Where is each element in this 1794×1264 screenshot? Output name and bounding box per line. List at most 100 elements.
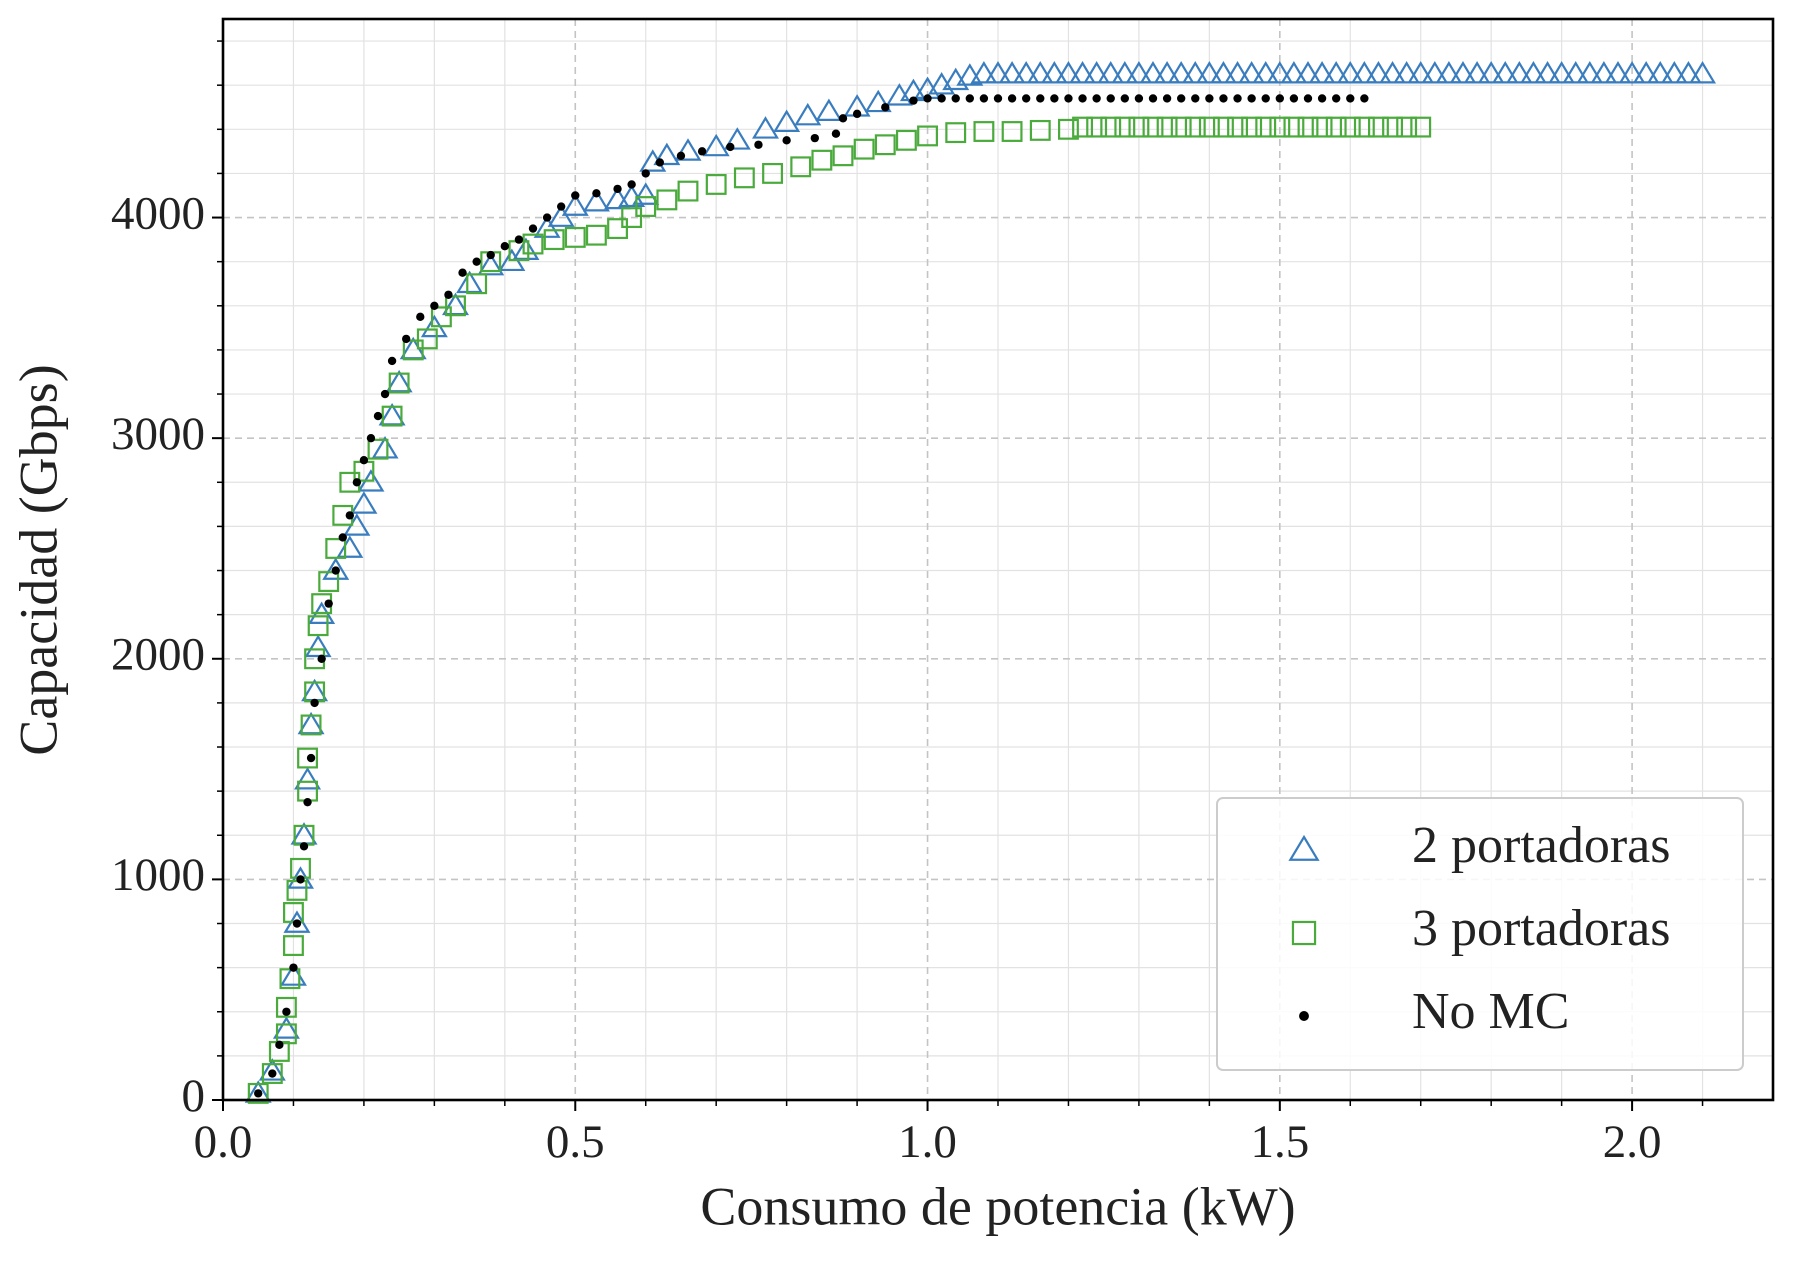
dot-marker [1275, 94, 1284, 103]
square-marker [388, 372, 410, 394]
triangle-marker [1477, 61, 1505, 84]
dot-marker [310, 698, 319, 708]
triangle-marker [1125, 61, 1153, 84]
dot-marker [1299, 1011, 1309, 1021]
dot-marker [1233, 94, 1242, 103]
square-marker [1396, 116, 1418, 138]
dot-marker [979, 94, 989, 103]
triangle-marker [984, 61, 1012, 84]
x-tick-label: 1.5 [1250, 1116, 1309, 1168]
x-tick-label: 0.5 [546, 1116, 605, 1168]
triangle-marker [773, 109, 801, 133]
square-marker [1353, 116, 1375, 138]
triangle-marker [1618, 61, 1646, 84]
square-marker [1170, 116, 1192, 138]
dot-marker [909, 96, 918, 105]
dot-marker [1092, 94, 1101, 103]
dot-marker [1261, 94, 1270, 103]
triangle-marker [1195, 61, 1223, 84]
dot-marker [1303, 94, 1313, 103]
square-marker [1227, 116, 1248, 138]
dot-marker [1346, 94, 1355, 103]
triangle-marker [674, 138, 702, 161]
triangle-marker [533, 215, 561, 238]
triangle-marker [1463, 61, 1491, 84]
square-marker [1029, 119, 1051, 141]
square-marker [247, 1082, 269, 1104]
triangle-marker [1181, 61, 1209, 84]
dot-marker [627, 180, 636, 189]
dot-marker [373, 411, 383, 421]
dot-marker [275, 1040, 284, 1050]
triangle-marker [1083, 61, 1111, 84]
dot-marker [923, 94, 932, 103]
triangle-marker [1294, 61, 1322, 84]
square-marker [275, 1023, 297, 1045]
square-marker [790, 156, 812, 178]
triangle-marker [1153, 61, 1181, 84]
x-axis-label: Consumo de potencia (kW) [700, 1176, 1295, 1236]
square-marker [1058, 118, 1079, 140]
dot-marker [1332, 94, 1341, 103]
dot-marker [514, 235, 524, 244]
triangle-marker [1111, 61, 1139, 84]
dot-marker [655, 158, 664, 167]
triangle-marker [1139, 61, 1167, 84]
triangle-marker [272, 1016, 300, 1039]
triangle-marker [1548, 61, 1576, 84]
square-marker [1156, 116, 1178, 138]
triangle-marker [1280, 61, 1308, 84]
x-tick-label: 0.0 [194, 1116, 253, 1168]
triangle-marker [1026, 61, 1054, 84]
square-marker [1128, 116, 1150, 138]
dot-marker [1360, 94, 1369, 103]
square-marker [297, 747, 318, 769]
square-marker [1184, 116, 1206, 138]
triangle-marker [547, 204, 575, 227]
dot-marker [324, 599, 333, 608]
dot-marker [951, 94, 960, 103]
triangle-marker [1322, 61, 1350, 84]
triangle-marker [1364, 61, 1392, 84]
square-marker [1368, 116, 1389, 138]
dot-marker [472, 257, 481, 266]
triangle-marker [885, 83, 913, 106]
square-marker [1291, 920, 1317, 946]
square-marker [318, 571, 340, 593]
square-marker [445, 295, 466, 317]
triangle-marker [1224, 61, 1252, 84]
dot-marker [1191, 94, 1200, 103]
triangle-marker [1435, 61, 1463, 84]
triangle-marker [350, 491, 378, 514]
square-marker [261, 1063, 283, 1084]
dot-marker [993, 94, 1003, 103]
dot-marker [754, 140, 763, 149]
triangle-marker [1167, 61, 1195, 84]
y-tick-label: 2000 [111, 629, 205, 681]
triangle-marker [258, 1058, 286, 1081]
dot-marker [831, 129, 841, 138]
dot-marker [254, 1089, 263, 1098]
triangle-marker [1040, 61, 1068, 84]
square-marker [1241, 116, 1263, 138]
triangle-marker [1054, 61, 1082, 84]
triangle-marker [1660, 61, 1688, 84]
triangle-marker [794, 102, 822, 126]
triangle-marker [1576, 61, 1604, 84]
triangle-marker [1646, 61, 1674, 84]
plot-frame [221, 17, 1775, 1102]
dot-marker [380, 389, 390, 399]
dot-marker [1120, 94, 1129, 103]
dot-marker [1050, 94, 1059, 103]
square-marker [1297, 116, 1319, 138]
dot-marker [810, 133, 819, 143]
square-marker [1382, 116, 1403, 138]
dot-marker [852, 109, 862, 119]
dot-marker [289, 963, 298, 972]
triangle-marker [477, 252, 505, 276]
triangle-marker [1012, 61, 1040, 84]
dot-marker [1007, 94, 1017, 103]
dot-marker [1022, 94, 1031, 103]
dot-marker [444, 290, 453, 299]
dot-marker [299, 842, 309, 851]
